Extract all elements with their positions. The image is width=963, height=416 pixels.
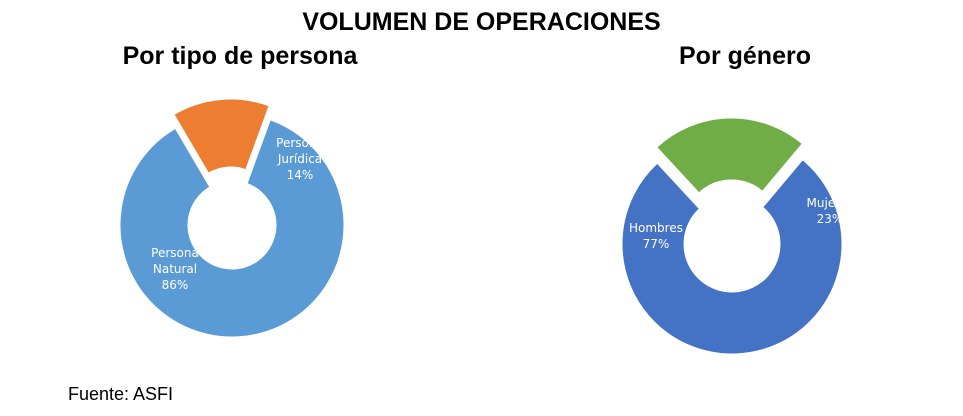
slice-persona-natural [119,119,345,338]
chart-title-genero: Por género [679,42,811,70]
slice-persona-jur-dica [173,98,270,174]
slice-label-persona-jur-dica: Persona Jurídica 14% [276,136,324,182]
slice-hombres [621,159,843,355]
slice-label-persona-natural: Persona Natural 86% [151,246,199,292]
chart-title-tipo-persona: Por tipo de persona [122,42,358,70]
slice-label-hombres: Hombres 77% [629,221,683,251]
source-note: Fuente: ASFI [68,384,174,404]
slice-mujeres [656,117,804,194]
slice-label-mujeres: Mujeres 23% [807,196,854,226]
main-title: VOLUMEN DE OPERACIONES [302,8,661,36]
